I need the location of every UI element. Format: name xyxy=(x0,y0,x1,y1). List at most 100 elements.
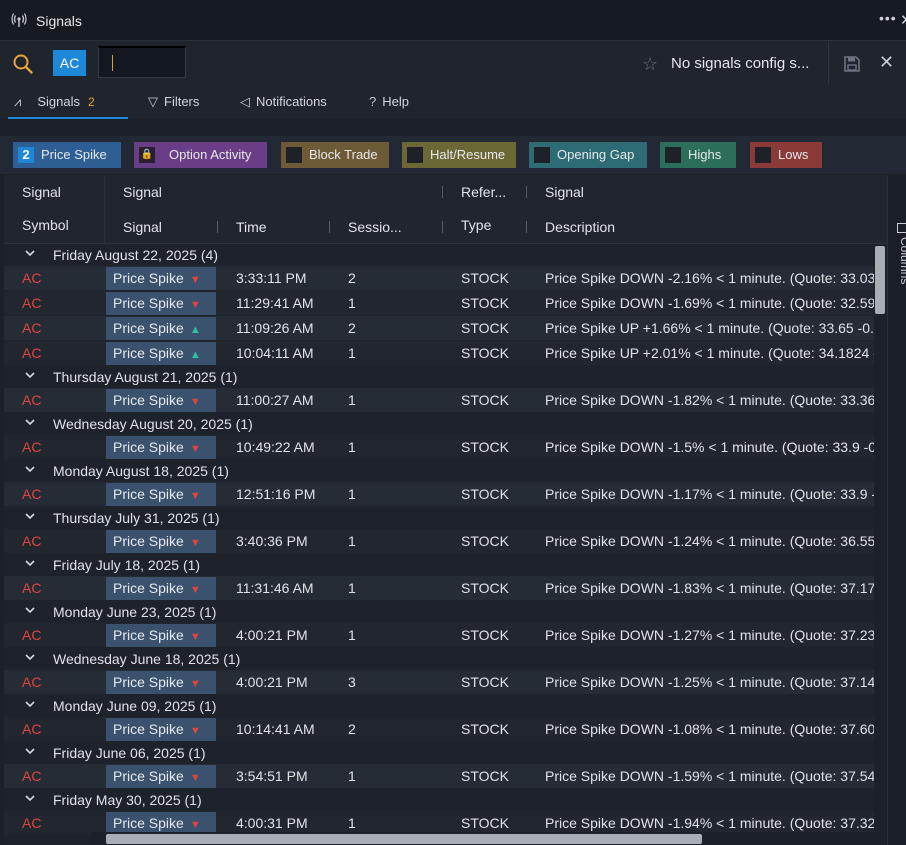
column-header-session[interactable]: Sessio... xyxy=(348,219,402,235)
table-row[interactable]: AC Price Spike ▼ 4:00:21 PM 1 STOCK Price Spik… xyxy=(4,623,874,647)
table-row[interactable]: AC Price Spike ▼ 11:00:27 AM 1 STOCK Price Spi… xyxy=(4,388,874,412)
cell-signal[interactable]: Price Spike ▼ xyxy=(106,530,216,553)
cell-signal[interactable]: Price Spike ▼ xyxy=(106,671,216,694)
group-row[interactable]: Friday August 22, 2025 (4) xyxy=(4,244,874,266)
group-row[interactable]: Wednesday August 20, 2025 (1) xyxy=(4,413,874,435)
star-icon[interactable]: ☆ xyxy=(642,54,659,74)
cell-symbol[interactable]: AC xyxy=(22,486,42,502)
chevron-down-icon[interactable] xyxy=(24,604,36,616)
cell-signal[interactable]: Price Spike ▼ xyxy=(106,765,216,788)
cell-signal[interactable]: Price Spike ▼ xyxy=(106,267,216,290)
chevron-down-icon[interactable] xyxy=(24,651,36,663)
chip-checkbox[interactable] xyxy=(755,147,771,163)
cell-symbol[interactable]: AC xyxy=(22,533,42,549)
chip-highs[interactable]: Highs xyxy=(660,142,736,168)
table-row[interactable]: AC Price Spike ▼ 3:33:11 PM 2 STOCK Price Spik… xyxy=(4,266,874,290)
table-row[interactable]: AC Price Spike ▼ 12:51:16 PM 1 STOCK Price Spi… xyxy=(4,482,874,506)
table-row[interactable]: AC Price Spike ▼ 10:49:22 AM 1 STOCK Price Spi… xyxy=(4,435,874,459)
chevron-down-icon[interactable] xyxy=(24,416,36,428)
columns-side-panel[interactable]: Columns xyxy=(887,175,906,845)
tab-help[interactable]: ? Help xyxy=(369,94,409,109)
cell-signal[interactable]: Price Spike ▼ xyxy=(106,292,216,315)
tab-filters[interactable]: ▽ Filters xyxy=(148,94,199,110)
chevron-down-icon[interactable] xyxy=(24,463,36,475)
cell-symbol[interactable]: AC xyxy=(22,345,42,361)
chip-checkbox[interactable] xyxy=(286,147,302,163)
cell-symbol[interactable]: AC xyxy=(22,580,42,596)
window-close-icon[interactable]: ✕ xyxy=(900,11,906,29)
column-separator[interactable] xyxy=(442,221,443,233)
table-row[interactable]: AC Price Spike ▼ 3:40:36 PM 1 STOCK Price Spik… xyxy=(4,529,874,553)
chip-opening-gap[interactable]: Opening Gap xyxy=(529,142,647,168)
column-separator[interactable] xyxy=(526,186,527,198)
cell-signal[interactable]: Price Spike ▼ xyxy=(106,718,216,741)
column-header-description[interactable]: Description xyxy=(545,219,616,235)
cell-signal[interactable]: Price Spike ▼ xyxy=(106,389,216,412)
column-group-signal[interactable]: Signal xyxy=(22,184,61,200)
chevron-down-icon[interactable] xyxy=(24,247,36,259)
table-row[interactable]: AC Price Spike ▼ 4:00:31 PM 1 STOCK Price Spik… xyxy=(4,811,874,835)
cell-signal[interactable]: Price Spike ▼ xyxy=(106,436,216,459)
vertical-scrollbar-thumb[interactable] xyxy=(875,246,885,314)
column-separator[interactable] xyxy=(329,221,330,233)
cell-signal[interactable]: Price Spike ▼ xyxy=(106,624,216,647)
chip-checkbox[interactable] xyxy=(407,147,423,163)
table-row[interactable]: AC Price Spike ▼ 11:29:41 AM 1 STOCK Price Spi… xyxy=(4,291,874,315)
table-row[interactable]: AC Price Spike ▲ 11:09:26 AM 2 STOCK Price Spi… xyxy=(4,316,874,340)
group-row[interactable]: Friday May 30, 2025 (1) xyxy=(4,789,874,811)
table-row[interactable]: AC Price Spike ▼ 10:14:41 AM 2 STOCK Price Spi… xyxy=(4,717,874,741)
column-group-signal-2[interactable]: Signal xyxy=(123,184,162,200)
cell-symbol[interactable]: AC xyxy=(22,295,42,311)
columns-tab-label[interactable]: Columns xyxy=(898,237,906,285)
signals-config-label[interactable]: No signals config s... xyxy=(671,55,810,72)
table-row[interactable]: AC Price Spike ▼ 3:54:51 PM 1 STOCK Price Spik… xyxy=(4,764,874,788)
group-row[interactable]: Friday July 18, 2025 (1) xyxy=(4,554,874,576)
group-row[interactable]: Thursday July 31, 2025 (1) xyxy=(4,507,874,529)
group-row[interactable]: Thursday August 21, 2025 (1) xyxy=(4,366,874,388)
column-header-type[interactable]: Type xyxy=(461,217,492,233)
cell-symbol[interactable]: AC xyxy=(22,439,42,455)
group-row[interactable]: Wednesday June 18, 2025 (1) xyxy=(4,648,874,670)
chip-halt-resume[interactable]: Halt/Resume xyxy=(402,142,516,168)
chevron-down-icon[interactable] xyxy=(24,557,36,569)
chevron-down-icon[interactable] xyxy=(24,369,36,381)
chip-lows[interactable]: Lows xyxy=(750,142,822,168)
tab-notifications[interactable]: ◁ Notifications xyxy=(240,94,327,110)
chevron-down-icon[interactable] xyxy=(24,698,36,710)
vertical-scrollbar[interactable] xyxy=(874,244,887,845)
cell-symbol[interactable]: AC xyxy=(22,392,42,408)
cell-symbol[interactable]: AC xyxy=(22,815,42,831)
chevron-down-icon[interactable] xyxy=(24,510,36,522)
cell-symbol[interactable]: AC xyxy=(22,768,42,784)
horizontal-scrollbar[interactable] xyxy=(90,832,874,845)
cell-symbol[interactable]: AC xyxy=(22,674,42,690)
cell-symbol[interactable]: AC xyxy=(22,270,42,286)
group-row[interactable]: Friday June 06, 2025 (1) xyxy=(4,742,874,764)
column-header-signal[interactable]: Signal xyxy=(123,219,162,235)
cell-signal[interactable]: Price Spike ▼ xyxy=(106,483,216,506)
group-row[interactable]: Monday August 18, 2025 (1) xyxy=(4,460,874,482)
column-separator[interactable] xyxy=(442,186,443,198)
cell-signal[interactable]: Price Spike ▼ xyxy=(106,812,216,835)
column-separator[interactable] xyxy=(217,221,218,233)
symbol-badge[interactable]: AC xyxy=(53,50,86,76)
chip-block-trade[interactable]: Block Trade xyxy=(281,142,389,168)
cell-signal[interactable]: Price Spike ▼ xyxy=(106,577,216,600)
more-options-icon[interactable]: ••• xyxy=(879,10,897,26)
column-group-signal-3[interactable]: Signal xyxy=(545,184,584,200)
cell-signal[interactable]: Price Spike ▲ xyxy=(106,317,216,340)
horizontal-scrollbar-thumb[interactable] xyxy=(106,834,702,844)
group-row[interactable]: Monday June 09, 2025 (1) xyxy=(4,695,874,717)
chip-checkbox[interactable] xyxy=(665,147,681,163)
table-row[interactable]: AC Price Spike ▲ 10:04:11 AM 1 STOCK Price Spi… xyxy=(4,341,874,365)
column-separator[interactable] xyxy=(526,221,527,233)
cell-signal[interactable]: Price Spike ▲ xyxy=(106,342,216,365)
save-icon[interactable] xyxy=(843,55,861,73)
close-icon[interactable]: ✕ xyxy=(879,52,895,72)
chevron-down-icon[interactable] xyxy=(24,745,36,757)
cell-symbol[interactable]: AC xyxy=(22,320,42,336)
chip-checkbox[interactable] xyxy=(534,147,550,163)
chip-price-spike[interactable]: 2 Price Spike xyxy=(13,142,121,168)
column-header-symbol[interactable]: Symbol xyxy=(22,217,69,233)
column-header-time[interactable]: Time xyxy=(236,219,267,235)
